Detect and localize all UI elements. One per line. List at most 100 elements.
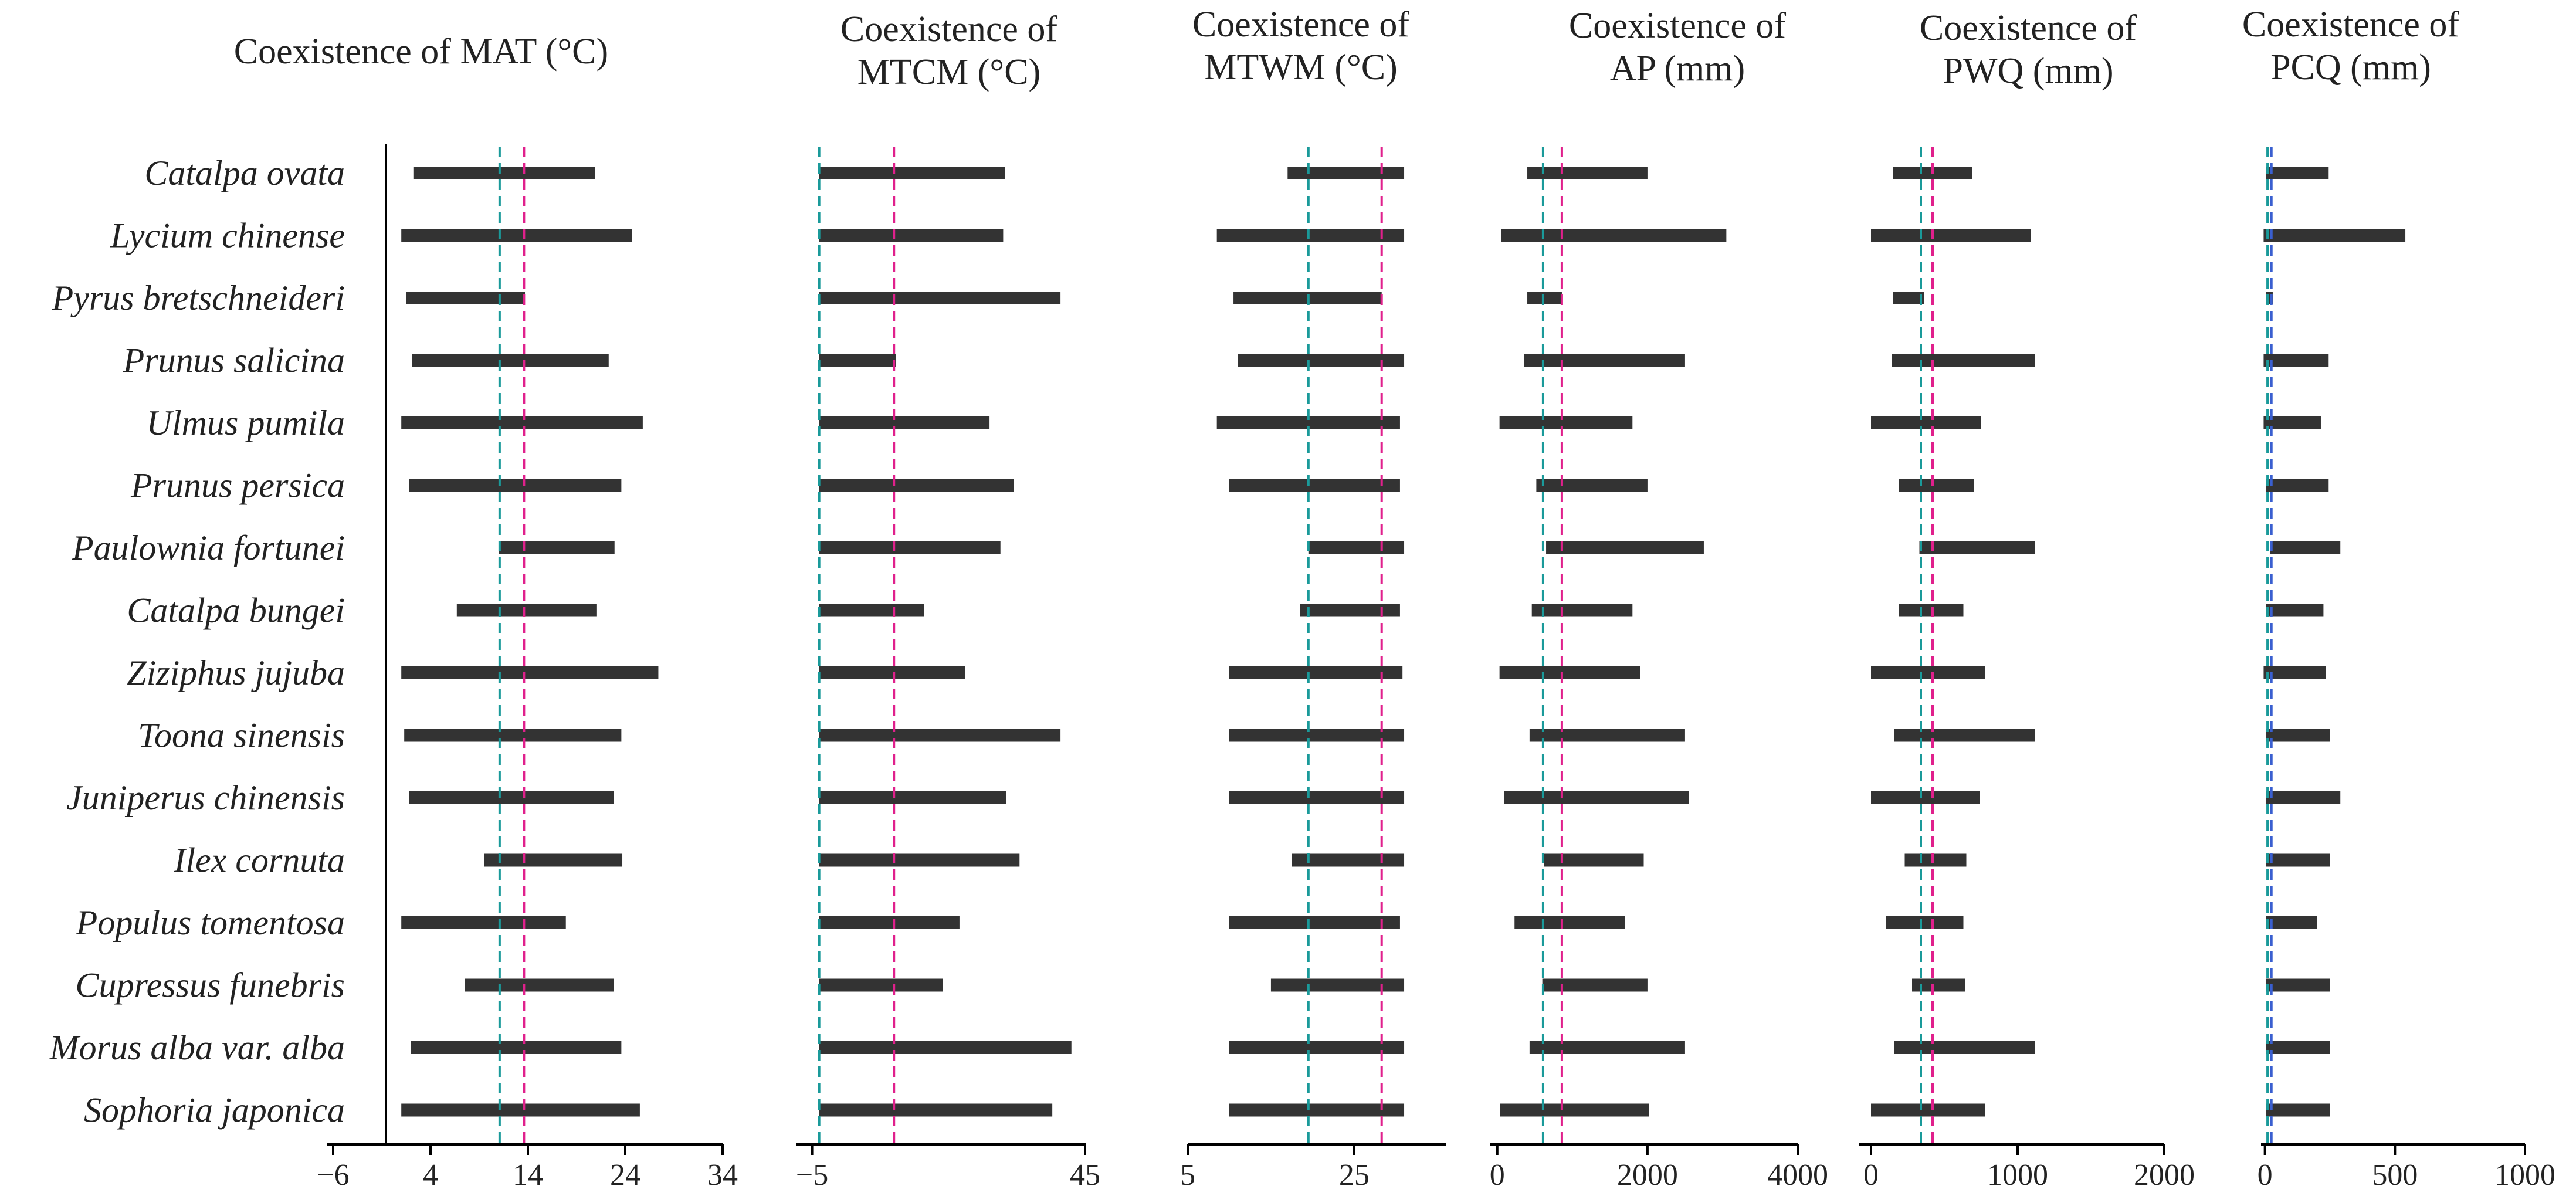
range-bar-ziziphus-jujuba [1229, 666, 1403, 679]
range-bar-prunus-persica [819, 479, 1014, 492]
x-tick-label: 4 [423, 1158, 438, 1192]
species-label-ilex-cornuta: Ilex cornuta [173, 841, 345, 880]
range-bar-toona-sinensis [2266, 729, 2330, 742]
range-bar-prunus-salicina [819, 354, 896, 367]
range-bar-juniperus-chinensis [1229, 791, 1405, 804]
panel-title-line: Coexistence of [840, 9, 1058, 49]
range-bar-populus-tomentosa [1886, 916, 1964, 929]
range-bar-ziziphus-jujuba [2263, 666, 2326, 679]
x-tick-label: 25 [1339, 1158, 1370, 1192]
range-bar-populus-tomentosa [2266, 916, 2317, 929]
range-bar-ilex-cornuta [484, 853, 623, 867]
species-label-juniperus-chinensis: Juniperus chinensis [66, 778, 345, 817]
range-bar-ziziphus-jujuba [1871, 666, 1985, 679]
range-bar-catalpa-bungei [2266, 604, 2324, 617]
range-bar-toona-sinensis [1894, 729, 2035, 742]
species-label-lycium-chinense: Lycium chinense [110, 216, 345, 255]
range-bar-populus-tomentosa [401, 916, 566, 929]
range-bar-catalpa-bungei [819, 604, 924, 617]
range-bar-paulownia-fortunei [2270, 541, 2341, 554]
range-bar-pyrus-bretschneideri [2266, 292, 2273, 304]
x-tick-label: 0 [2258, 1158, 2273, 1192]
panel-title-line: PWQ (mm) [1943, 51, 2113, 91]
range-bar-morus-alba-var-alba [1894, 1041, 2035, 1054]
range-bar-morus-alba-var-alba [819, 1041, 1072, 1054]
x-tick-label: −6 [317, 1158, 349, 1192]
range-bar-juniperus-chinensis [2266, 791, 2341, 804]
range-bar-paulownia-fortunei [1919, 541, 2035, 554]
range-bar-ilex-cornuta [1544, 853, 1644, 867]
species-label-paulownia-fortunei: Paulownia fortunei [72, 528, 345, 567]
range-bar-ilex-cornuta [1904, 853, 1967, 867]
range-bar-lycium-chinense [1216, 229, 1405, 242]
range-bar-paulownia-fortunei [499, 541, 615, 554]
x-tick-label: 2000 [1617, 1158, 1678, 1192]
range-bar-cupressus-funebris [465, 978, 614, 992]
species-label-toona-sinensis: Toona sinensis [138, 716, 345, 755]
range-bar-ziziphus-jujuba [1499, 666, 1640, 679]
panel-title-line: Coexistence of [1192, 5, 1410, 45]
range-bar-lycium-chinense [2263, 229, 2406, 242]
range-bar-prunus-persica [2266, 479, 2329, 492]
range-bar-lycium-chinense [401, 229, 632, 242]
range-bar-prunus-salicina [1524, 354, 1685, 367]
range-bar-ilex-cornuta [2266, 853, 2330, 867]
x-tick-label: 4000 [1767, 1158, 1828, 1192]
x-tick-label: 0 [1863, 1158, 1879, 1192]
range-bar-juniperus-chinensis [819, 791, 1006, 804]
range-bar-populus-tomentosa [1229, 916, 1400, 929]
range-bar-prunus-salicina [1238, 354, 1405, 367]
range-bar-catalpa-ovata [819, 167, 1005, 179]
range-bar-juniperus-chinensis [1504, 791, 1689, 804]
x-tick-label: 34 [707, 1158, 738, 1192]
range-bar-morus-alba-var-alba [1529, 1041, 1685, 1054]
species-label-prunus-salicina: Prunus salicina [123, 341, 345, 380]
range-bar-morus-alba-var-alba [1229, 1041, 1405, 1054]
range-bar-sophoria-japonica [401, 1103, 640, 1117]
range-bar-catalpa-ovata [1527, 167, 1648, 179]
range-bar-populus-tomentosa [819, 916, 960, 929]
range-bar-paulownia-fortunei [1308, 541, 1405, 554]
range-bar-catalpa-bungei [456, 604, 597, 617]
range-bar-sophoria-japonica [1871, 1103, 1985, 1117]
range-bar-morus-alba-var-alba [411, 1041, 622, 1054]
range-bar-catalpa-bungei [1531, 604, 1633, 617]
x-tick-label: 24 [610, 1158, 640, 1192]
range-bar-toona-sinensis [1529, 729, 1685, 742]
species-label-catalpa-ovata: Catalpa ovata [144, 154, 345, 192]
x-tick-label: 1000 [1987, 1158, 2048, 1192]
range-bar-prunus-salicina [1892, 354, 2035, 367]
x-tick-label: −5 [796, 1158, 828, 1192]
range-bar-lycium-chinense [1871, 229, 2031, 242]
species-label-prunus-persica: Prunus persica [130, 466, 345, 505]
chart-panels: Catalpa ovata Lycium chinense Pyrus bretsc… [49, 5, 2555, 1192]
species-labels: Catalpa ovata Lycium chinense Pyrus bretsc… [49, 154, 345, 1130]
range-bar-juniperus-chinensis [409, 791, 614, 804]
range-bar-toona-sinensis [819, 729, 1061, 742]
x-tick-label: 5 [1180, 1158, 1195, 1192]
range-bar-ulmus-pumila [1871, 416, 1981, 429]
range-bar-toona-sinensis [1229, 729, 1405, 742]
species-label-cupressus-funebris: Cupressus funebris [76, 966, 345, 1005]
range-bar-pyrus-bretschneideri [819, 292, 1061, 304]
panel-title: Coexistence of MAT (°C) [234, 32, 608, 72]
panel-title-line: PCQ (mm) [2270, 48, 2431, 87]
range-bar-pyrus-bretschneideri [1527, 292, 1562, 304]
range-bar-ilex-cornuta [1292, 853, 1405, 867]
x-tick-label: 2000 [2134, 1158, 2195, 1192]
range-bar-lycium-chinense [819, 229, 1004, 242]
species-label-catalpa-bungei: Catalpa bungei [127, 591, 345, 630]
species-label-pyrus-bretschneideri: Pyrus bretschneideri [52, 279, 345, 317]
range-bar-toona-sinensis [404, 729, 622, 742]
range-bar-prunus-persica [409, 479, 622, 492]
range-bar-catalpa-bungei [1300, 604, 1400, 617]
range-bar-cupressus-funebris [1270, 978, 1405, 992]
panel-title-line: Coexistence of [2242, 5, 2460, 45]
range-bar-sophoria-japonica [2266, 1103, 2330, 1117]
range-bar-cupressus-funebris [819, 978, 943, 992]
range-bar-prunus-salicina [2263, 354, 2329, 367]
range-bar-sophoria-japonica [1500, 1103, 1649, 1117]
